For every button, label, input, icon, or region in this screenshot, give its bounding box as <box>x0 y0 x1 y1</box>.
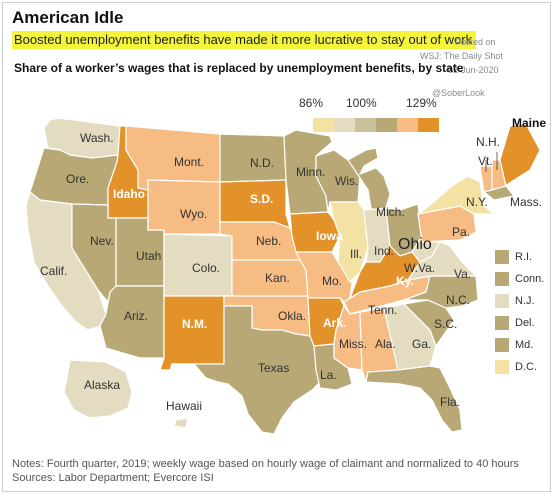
state-label-okla: Okla. <box>278 309 306 323</box>
state-label-ohio: Ohio <box>398 236 432 253</box>
state-mass <box>482 185 516 201</box>
watermark-posted: Posted on <box>455 37 496 47</box>
watermark-date: 02-Jun-2020 <box>448 65 499 75</box>
legend-row-dc: D.C. <box>495 356 544 378</box>
state-label-va: Va. <box>454 267 471 281</box>
state-label-ore: Ore. <box>66 172 89 186</box>
headline: American Idle <box>12 8 124 27</box>
state-label-ny: N.Y. <box>466 195 488 209</box>
state-label-idaho: Idaho <box>113 187 145 201</box>
scale-swatch-2 <box>355 118 376 132</box>
legend-row-conn: Conn. <box>495 268 544 290</box>
scale-swatch-0 <box>313 118 334 132</box>
state-alaska <box>63 359 133 419</box>
state-label-miss: Miss. <box>339 337 367 351</box>
state-label-alaska: Alaska <box>84 378 120 392</box>
state-label-vt: Vt. <box>478 154 493 168</box>
state-label-ind: Ind. <box>374 244 394 258</box>
watermark-handle: @SoberLook <box>432 88 485 98</box>
state-label-wash: Wash. <box>80 131 114 145</box>
state-nm <box>159 295 225 371</box>
state-label-sc: S.C. <box>434 317 457 331</box>
state-label-mass: Mass. <box>510 195 542 209</box>
legend-row-nj: N.J. <box>495 290 544 312</box>
legend-row-ri: R.I. <box>495 246 544 268</box>
chart-title: Share of a worker’s wages that is replac… <box>14 61 464 75</box>
state-label-ga: Ga. <box>412 337 431 351</box>
state-label-fla: Fla. <box>440 395 460 409</box>
state-label-ala: Ala. <box>375 337 396 351</box>
state-label-kan: Kan. <box>265 271 290 285</box>
state-maine <box>499 123 541 188</box>
state-ny <box>417 175 496 215</box>
state-label-utah: Utah <box>136 249 161 263</box>
state-label-colo: Colo. <box>192 261 220 275</box>
state-label-wis: Wis. <box>335 174 358 188</box>
state-label-la: La. <box>320 368 337 382</box>
state-hawaii <box>173 417 189 429</box>
legend-label: Conn. <box>515 273 545 285</box>
scale-swatch-5 <box>418 118 439 132</box>
state-nc <box>403 275 479 309</box>
state-label-ariz: Ariz. <box>124 309 148 323</box>
scale-swatch-4 <box>397 118 418 132</box>
subhead: Boosted unemployment benefits have made … <box>12 31 477 49</box>
legend-label: Del. <box>515 317 535 329</box>
state-label-nh: N.H. <box>476 135 500 149</box>
legend-swatch <box>495 272 509 286</box>
state-label-nm: N.M. <box>182 317 207 331</box>
watermark-source: WSJ: The Daily Shot <box>420 51 503 61</box>
scale-label-min: 86% <box>299 96 324 110</box>
legend-label: R.I. <box>515 251 533 263</box>
scale-label-mid: 100% <box>346 96 377 110</box>
legend-swatch <box>495 294 509 308</box>
legend-row-del: Del. <box>495 312 544 334</box>
state-label-calif: Calif. <box>40 264 67 278</box>
state-label-ky: Ky. <box>396 274 414 288</box>
legend-swatch <box>495 250 509 264</box>
state-label-maine: Maine <box>512 116 546 130</box>
state-label-texas: Texas <box>258 361 289 375</box>
state-label-wyo: Wyo. <box>180 207 207 221</box>
state-label-wva: W.Va. <box>404 261 435 275</box>
state-label-nd: N.D. <box>250 156 274 170</box>
state-label-nc: N.C. <box>446 293 470 307</box>
state-label-tenn: Tenn. <box>368 303 397 317</box>
state-iowa <box>289 211 341 253</box>
legend-label: Md. <box>515 339 534 351</box>
legend-swatch <box>495 360 509 374</box>
color-scale-bar <box>313 118 439 132</box>
scale-swatch-1 <box>334 118 355 132</box>
state-label-mont: Mont. <box>174 155 204 169</box>
legend-row-md: Md. <box>495 334 544 356</box>
state-label-neb: Neb. <box>256 234 281 248</box>
legend-label: N.J. <box>515 295 535 307</box>
state-label-sd: S.D. <box>250 192 273 206</box>
legend-swatch <box>495 338 509 352</box>
state-label-ark: Ark. <box>323 316 346 330</box>
state-label-pa: Pa. <box>452 225 470 239</box>
state-label-mo: Mo. <box>322 274 342 288</box>
scale-swatch-3 <box>376 118 397 132</box>
state-texas <box>172 305 323 435</box>
state-label-minn: Minn. <box>296 165 325 179</box>
state-label-mich: Mich. <box>376 205 405 219</box>
state-label-ill: Ill. <box>350 247 362 261</box>
state-label-hawaii: Hawaii <box>166 399 202 413</box>
sources: Sources: Labor Department; Evercore ISI <box>12 472 214 484</box>
chart-frame <box>2 2 551 492</box>
small-states-legend: R.I. Conn. N.J. Del. Md. D.C. <box>495 246 544 378</box>
legend-label: D.C. <box>515 361 537 373</box>
legend-swatch <box>495 316 509 330</box>
state-label-iowa: Iowa <box>316 229 343 243</box>
scale-label-max: 129% <box>406 96 437 110</box>
notes: Notes: Fourth quarter, 2019; weekly wage… <box>12 458 519 470</box>
state-label-nev: Nev. <box>90 234 114 248</box>
state-fla <box>365 365 463 433</box>
state-ill <box>329 201 369 283</box>
